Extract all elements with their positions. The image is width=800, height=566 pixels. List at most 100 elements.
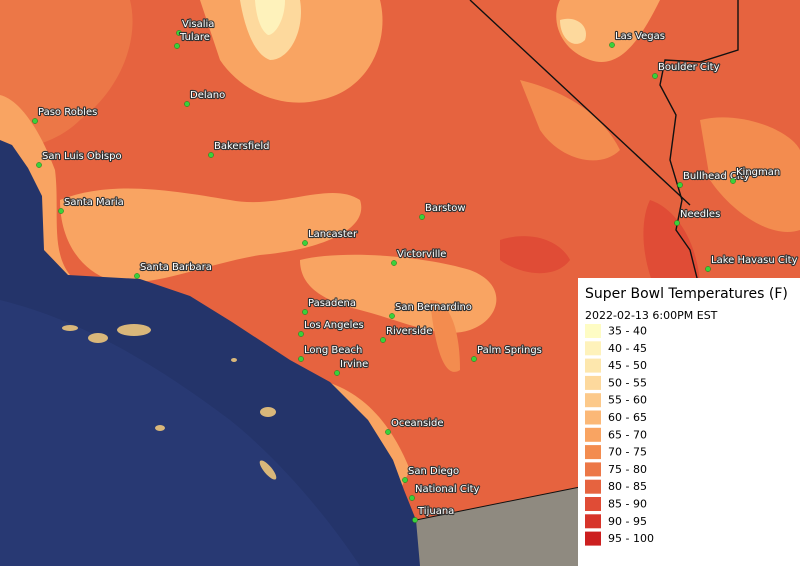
city-marker bbox=[58, 208, 64, 214]
city-marker bbox=[674, 220, 680, 226]
city-marker bbox=[298, 331, 304, 337]
legend-label: 85 - 90 bbox=[608, 498, 647, 511]
island bbox=[259, 460, 277, 480]
city-marker bbox=[184, 101, 190, 107]
temperature-zone bbox=[700, 117, 800, 232]
city-label: Irvine bbox=[340, 359, 368, 370]
city-label: National City bbox=[415, 484, 480, 495]
temperature-zone bbox=[643, 200, 700, 300]
city-marker bbox=[652, 73, 658, 79]
city-marker bbox=[402, 477, 408, 483]
island bbox=[155, 425, 165, 431]
temperature-zone bbox=[255, 0, 285, 35]
city-marker bbox=[409, 495, 415, 501]
legend-label: 55 - 60 bbox=[608, 394, 647, 407]
legend-swatch bbox=[585, 324, 601, 338]
city-marker bbox=[302, 309, 308, 315]
city-marker bbox=[412, 517, 418, 523]
city-marker bbox=[302, 240, 308, 246]
legend-label: 95 - 100 bbox=[608, 532, 654, 545]
legend-swatch bbox=[585, 445, 601, 460]
island bbox=[62, 325, 78, 331]
city-marker bbox=[385, 429, 391, 435]
city-label: Long Beach bbox=[304, 345, 362, 356]
city-marker bbox=[391, 260, 397, 266]
city-label: Santa Maria bbox=[64, 197, 124, 208]
city-label: Kingman bbox=[736, 167, 780, 178]
city-label: Riverside bbox=[386, 326, 432, 337]
legend-swatch bbox=[585, 410, 601, 425]
city-label: Los Angeles bbox=[304, 320, 364, 331]
city-label: Palm Springs bbox=[477, 345, 542, 356]
legend-label: 45 - 50 bbox=[608, 359, 647, 372]
legend-label: 80 - 85 bbox=[608, 480, 647, 493]
legend-label: 60 - 65 bbox=[608, 411, 647, 424]
ocean-shelf bbox=[0, 300, 360, 566]
city-label: Barstow bbox=[425, 203, 466, 214]
city-label: Las Vegas bbox=[615, 31, 665, 42]
legend-swatch bbox=[585, 427, 601, 442]
city-marker bbox=[298, 356, 304, 362]
city-label: Lancaster bbox=[308, 229, 358, 240]
legend-swatch bbox=[585, 462, 601, 477]
city-label: San Bernardino bbox=[395, 302, 472, 313]
city-marker bbox=[609, 42, 615, 48]
city-label: Boulder City bbox=[658, 62, 720, 73]
city-label: Tulare bbox=[179, 32, 210, 43]
city-label: Visalia bbox=[182, 19, 214, 30]
legend-label: 50 - 55 bbox=[608, 376, 647, 389]
legend-box bbox=[578, 278, 800, 566]
cities: Visalia Tulare Delano Paso Robles San Luis O… bbox=[32, 18, 799, 523]
country-border bbox=[415, 486, 581, 521]
city-marker bbox=[134, 273, 140, 279]
city-label: Tijuana bbox=[417, 506, 454, 517]
city-marker bbox=[334, 370, 340, 376]
island bbox=[117, 324, 151, 336]
legend-swatch bbox=[585, 393, 601, 408]
temperature-zone bbox=[560, 18, 586, 44]
city-label: Oceanside bbox=[391, 418, 443, 429]
city-label: San Diego bbox=[408, 466, 459, 477]
temperature-zone bbox=[520, 80, 620, 161]
legend-label: 65 - 70 bbox=[608, 428, 647, 441]
temperature-zone bbox=[60, 188, 362, 283]
legend-swatch bbox=[585, 341, 601, 356]
temperature-zone bbox=[430, 300, 460, 372]
legend-label: 90 - 95 bbox=[608, 515, 647, 528]
city-label: San Luis Obispo bbox=[42, 151, 122, 162]
legend: Super Bowl Temperatures (F) 2022-02-13 6… bbox=[578, 278, 800, 566]
legend-title: Super Bowl Temperatures (F) bbox=[585, 286, 788, 302]
city-label: Pasadena bbox=[308, 298, 356, 309]
city-marker bbox=[389, 313, 395, 319]
city-marker bbox=[176, 30, 182, 36]
city-label: Lake Havasu City bbox=[711, 255, 798, 266]
city-marker bbox=[32, 118, 38, 124]
island bbox=[231, 358, 237, 362]
city-label: Needles bbox=[680, 209, 720, 220]
city-marker bbox=[174, 43, 180, 49]
temperature-zone bbox=[556, 0, 660, 62]
legend-swatch bbox=[585, 358, 601, 373]
temperature-zone bbox=[0, 0, 133, 150]
island bbox=[260, 407, 276, 417]
city-marker bbox=[380, 337, 386, 343]
legend-swatch bbox=[585, 375, 601, 390]
city-marker bbox=[705, 266, 711, 272]
temperature-zone bbox=[200, 0, 383, 103]
legend-subtitle: 2022-02-13 6:00PM EST bbox=[585, 309, 718, 322]
city-label: Delano bbox=[190, 90, 225, 101]
city-label: Bakersfield bbox=[214, 141, 269, 152]
legend-label: 75 - 80 bbox=[608, 463, 647, 476]
city-marker bbox=[730, 178, 736, 184]
city-marker bbox=[36, 162, 42, 168]
island bbox=[88, 333, 108, 343]
city-marker bbox=[471, 356, 477, 362]
legend-label: 40 - 45 bbox=[608, 342, 647, 355]
city-label: Victorville bbox=[397, 249, 446, 260]
state-border bbox=[659, 0, 739, 291]
legend-swatch bbox=[585, 514, 601, 529]
legend-label: 35 - 40 bbox=[608, 325, 647, 338]
city-marker bbox=[419, 214, 425, 220]
